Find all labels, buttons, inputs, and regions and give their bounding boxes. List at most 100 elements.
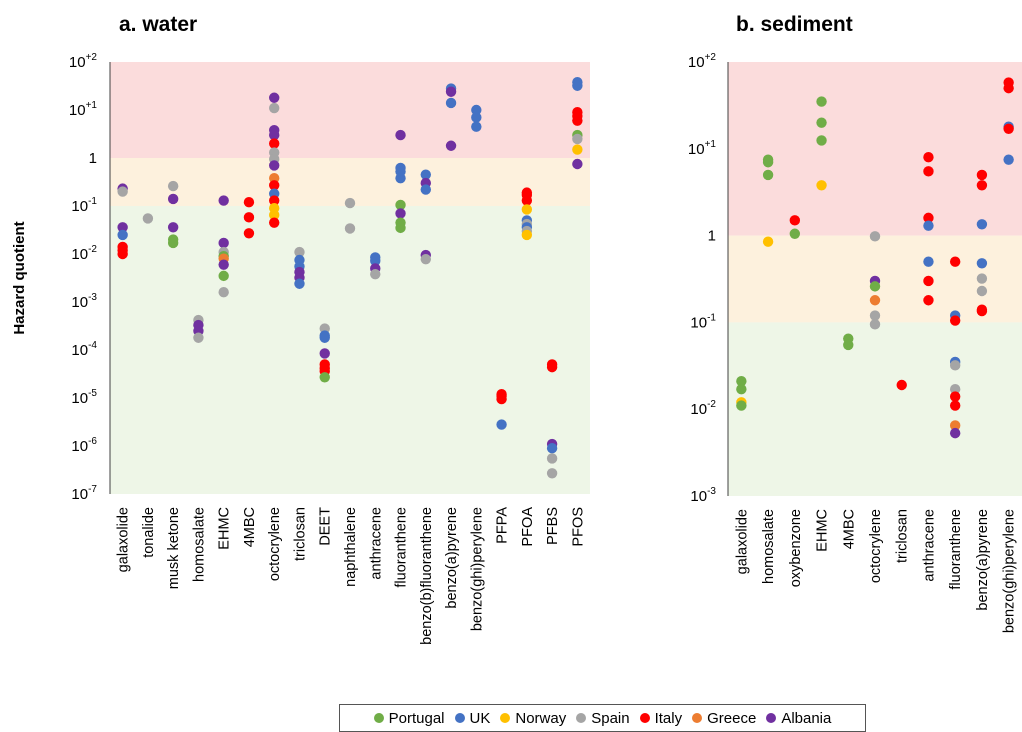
data-point — [243, 196, 255, 208]
data-point — [471, 104, 482, 116]
data-point — [395, 172, 406, 184]
data-point — [1003, 123, 1014, 134]
data-point — [976, 169, 988, 181]
panel-a-title: a. water — [119, 13, 197, 36]
legend-item: UK — [454, 709, 491, 727]
x-tick-label: octocrylene — [868, 509, 884, 583]
data-point — [370, 268, 381, 280]
x-tick-label: EHMC — [217, 507, 233, 550]
data-point — [869, 281, 881, 292]
data-point — [736, 383, 747, 395]
legend-item: Norway — [500, 710, 566, 727]
data-point — [949, 391, 961, 402]
x-tick-label: benzo(a)pyrene — [444, 507, 460, 609]
y-tick-label: 10-3 — [690, 486, 716, 505]
legend-label: Italy — [654, 709, 683, 727]
data-point — [976, 285, 988, 297]
x-tick-label: benzo(ghi)perylene — [469, 507, 485, 631]
data-point — [546, 442, 558, 454]
data-point — [445, 97, 457, 109]
x-tick-label: benzo(ghi)perylene — [1002, 509, 1018, 633]
x-tick-label: PFOA — [520, 507, 536, 547]
legend-item: Greece — [692, 710, 756, 727]
data-point — [816, 96, 827, 107]
data-point — [269, 102, 280, 114]
x-tick-label: triclosan — [895, 509, 911, 563]
data-point — [167, 193, 179, 205]
data-point — [471, 121, 482, 132]
data-point — [218, 270, 229, 282]
data-point — [869, 319, 881, 330]
data-point — [269, 209, 280, 221]
x-tick-label: 4MBC — [242, 507, 258, 547]
data-point — [269, 138, 280, 149]
legend-item: Italy — [639, 709, 683, 727]
legend-label: Greece — [707, 709, 757, 727]
data-point — [218, 259, 229, 270]
x-tick-label: PFPA — [495, 507, 511, 544]
x-tick-label: tonalide — [141, 507, 157, 558]
legend-item: Portugal — [373, 709, 445, 727]
data-point — [1003, 154, 1014, 165]
y-tick-label: 10-4 — [71, 340, 97, 359]
legend-label: Portugal — [388, 709, 445, 727]
data-point — [294, 278, 305, 289]
x-tick-label: PFOS — [570, 507, 586, 546]
data-point — [789, 215, 801, 226]
x-tick-label: homosalate — [191, 507, 207, 582]
data-point — [167, 180, 179, 192]
data-point — [395, 222, 406, 234]
panel-water: a. water Hazard quotient 10+2 10+1 1 10-1 10… — [11, 13, 590, 645]
data-point — [344, 197, 356, 209]
data-point — [344, 223, 356, 234]
legend-marker — [639, 713, 650, 723]
band-0 — [110, 62, 590, 158]
x-tick-label: PFBS — [545, 507, 561, 545]
data-point — [269, 129, 280, 141]
data-point — [869, 310, 881, 321]
y-tick-label: 10-6 — [71, 436, 97, 455]
data-point — [923, 256, 934, 267]
data-point — [976, 273, 988, 284]
data-point — [976, 180, 988, 191]
data-point — [319, 372, 330, 383]
data-point — [923, 152, 934, 163]
legend-label: Albania — [781, 709, 832, 727]
data-point — [395, 129, 406, 141]
x-tick-label: fluoranthene — [948, 509, 964, 590]
data-point — [816, 180, 827, 191]
data-point — [572, 133, 583, 145]
data-point — [923, 220, 934, 231]
data-point — [1003, 82, 1014, 94]
data-point — [762, 169, 774, 181]
data-point — [816, 117, 827, 128]
y-tick-label: 10-3 — [71, 292, 97, 311]
legend-marker — [454, 713, 465, 723]
y-tick-label: 10-1 — [71, 196, 97, 215]
data-point — [243, 212, 255, 223]
data-point — [269, 160, 280, 171]
data-point — [546, 453, 558, 464]
legend-marker — [576, 713, 587, 723]
x-tick-label: musk ketone — [166, 507, 182, 589]
data-point — [949, 420, 961, 431]
y-tick-label: 10+1 — [688, 139, 717, 158]
data-point — [572, 80, 583, 91]
legend-item: Albania — [766, 710, 831, 727]
data-point — [218, 237, 229, 249]
x-tick-label: homosalate — [761, 509, 777, 584]
y-tick-label: 10+2 — [688, 52, 717, 71]
data-point — [471, 112, 482, 123]
x-tick-label: naphthalene — [343, 507, 359, 587]
legend-label: UK — [469, 709, 491, 727]
data-point — [949, 256, 961, 267]
x-tick-label: oxybenzone — [788, 509, 804, 587]
data-point — [572, 144, 583, 155]
data-point — [269, 217, 280, 228]
data-point — [976, 258, 988, 269]
data-point — [243, 228, 255, 239]
data-point — [949, 360, 961, 371]
data-point — [319, 332, 330, 343]
data-point — [736, 400, 747, 411]
data-point — [319, 348, 330, 359]
